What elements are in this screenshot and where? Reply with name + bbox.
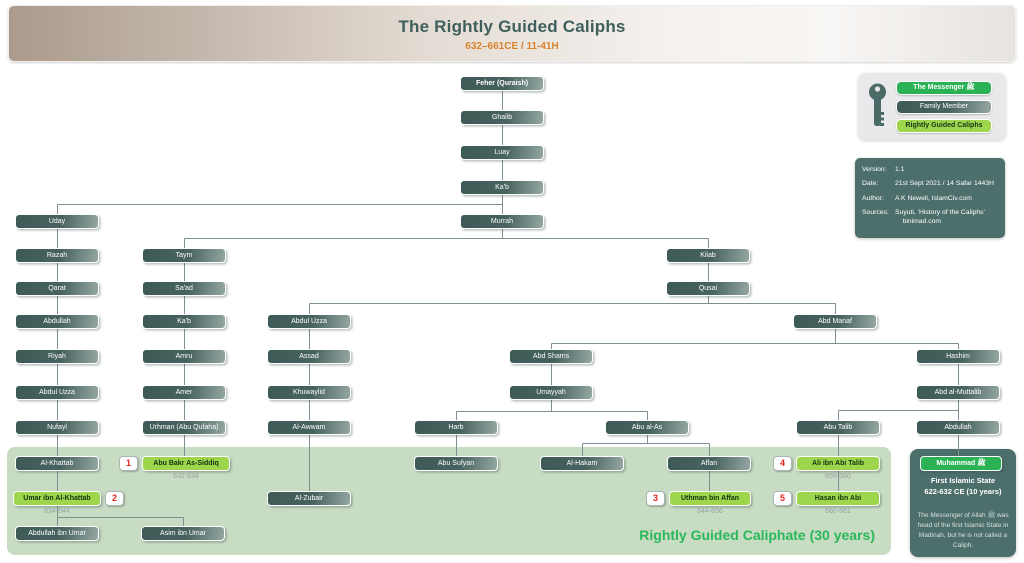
- tree-node-abdalmuttalib: Abd al-Muttalib: [916, 385, 1000, 400]
- info-label: Version:: [862, 166, 887, 173]
- page-subtitle: 632–661CE / 11-41H: [465, 41, 559, 52]
- tree-node-kilab: Kilab: [666, 248, 750, 263]
- tree-node-abusufyan: Abu Sufyan: [414, 456, 498, 471]
- tree-node-kab1: Ka'b: [460, 180, 544, 195]
- tree-node-khuwaylid: Khuwaylid: [267, 385, 351, 400]
- info-value: A K Newell, IslamCiv.com: [895, 194, 972, 202]
- caliphate-date-range: 656-660: [825, 473, 851, 480]
- tree-node-alhakam: Al-Hakam: [540, 456, 624, 471]
- tree-node-abduluzza2: Abdul Uzza: [267, 314, 351, 329]
- tree-node-abdullah1: Abdullah: [15, 314, 99, 329]
- caliphate-duration-label: Rightly Guided Caliphate (30 years): [639, 527, 875, 543]
- caliph-order-badge-5: 5: [773, 491, 792, 506]
- tree-node-amer: Amer: [142, 385, 226, 400]
- caliph-order-badge-3: 3: [646, 491, 665, 506]
- legend: The Messenger ﷺ Family Member Rightly Gu…: [858, 73, 1006, 140]
- legend-pills: The Messenger ﷺ Family Member Rightly Gu…: [896, 76, 992, 138]
- tree-node-luay: Luay: [460, 145, 544, 160]
- caliph-order-badge-4: 4: [773, 456, 792, 471]
- info-row-author: Author: A K Newell, IslamCiv.com: [862, 195, 998, 204]
- tree-node-hashim: Hashim: [916, 349, 1000, 364]
- info-value: Suyuti, 'History of the Caliphs' binimad…: [895, 208, 985, 225]
- legend-item-caliphs: Rightly Guided Caliphs: [896, 118, 992, 133]
- info-row-date: Date: 21st Sept 2021 / 14 Safar 1443H: [862, 180, 998, 189]
- tree-node-abdullahibnumar: Abdullah ibn Umar: [15, 526, 99, 541]
- tree-node-saad: Sa'ad: [142, 281, 226, 296]
- info-box: Version: 1.1 Date: 21st Sept 2021 / 14 S…: [855, 158, 1005, 238]
- info-label: Date:: [862, 180, 879, 188]
- tree-node-feher: Feher (Quraish): [460, 76, 544, 91]
- key-icon: [869, 83, 886, 126]
- caliphate-date-range: 660-661: [825, 508, 851, 515]
- tree-node-uday: Uday: [15, 214, 99, 229]
- tree-node-uthman: Uthman bin Affan: [669, 491, 751, 506]
- info-value: 21st Sept 2021 / 14 Safar 1443H: [895, 180, 995, 188]
- tree-node-abduluzza1: Abdul Uzza: [15, 385, 99, 400]
- tree-node-alawwam: Al-Awwam: [267, 420, 351, 435]
- tree-node-murrah: Murrah: [460, 214, 544, 229]
- info-row-sources: Sources: Suyuti, 'History of the Caliphs…: [862, 209, 998, 227]
- caliphate-date-range: 644-656: [697, 508, 723, 515]
- legend-item-family-member: Family Member: [896, 99, 992, 114]
- tree-node-affan: Affan: [667, 456, 751, 471]
- tree-node-abubakr: Abu Bakr As-Siddiq: [142, 456, 230, 471]
- header: The Rightly Guided Caliphs 632–661CE / 1…: [8, 5, 1016, 62]
- info-label: Sources:: [862, 208, 889, 216]
- info-label: Author:: [862, 194, 884, 202]
- tree-node-qarat: Qarat: [15, 281, 99, 296]
- tree-node-alkhattab: Al-Khattab: [15, 456, 99, 471]
- tree-node-abdshams: Abd Shams: [509, 349, 593, 364]
- first-islamic-state-title: First Islamic State: [930, 476, 996, 485]
- tree-node-qusai: Qusai: [666, 281, 750, 296]
- tree-node-abdmanaf: Abd Manaf: [793, 314, 877, 329]
- tree-node-alzubair: Al-Zubair: [267, 491, 351, 506]
- tree-node-razah: Razah: [15, 248, 99, 263]
- tree-node-abutalib: Abu Talib: [796, 420, 880, 435]
- tree-node-hasan: Hasan ibn Abi: [796, 491, 880, 506]
- tree-node-ghalib: Ghalib: [460, 110, 544, 125]
- first-islamic-state-dates: 622-632 CE (10 years): [924, 487, 1002, 497]
- tree-node-abdullah2: Abdullah: [916, 420, 1000, 435]
- tree-node-asimibnumar: Asim ibn Umar: [141, 526, 225, 541]
- tree-node-nufayl: Nufayl: [15, 420, 99, 435]
- tree-node-umayyah: Umayyah: [509, 385, 593, 400]
- tree-node-amru: Amru: [142, 349, 226, 364]
- caliph-order-badge-1: 1: [119, 456, 138, 471]
- tree-node-kab2: Ka'b: [142, 314, 226, 329]
- tree-node-abualas: Abu al-As: [605, 420, 689, 435]
- caliphate-date-range: 632-634: [173, 473, 199, 480]
- legend-item-messenger: The Messenger ﷺ: [896, 80, 992, 95]
- tree-node-urhman: Urhman (Abu Qufaha): [142, 420, 226, 435]
- tree-node-taym: Taym: [142, 248, 226, 263]
- tree-node-umar: Umar ibn Al-Khattab: [13, 491, 101, 506]
- caliphate-date-range: 634-644: [44, 508, 70, 515]
- tree-node-muhammad: Muhammad ﷺ: [920, 456, 1002, 471]
- tree-node-harb: Harb: [414, 420, 498, 435]
- page-title: The Rightly Guided Caliphs: [398, 17, 626, 36]
- tree-node-assad: Assad: [267, 349, 351, 364]
- info-row-version: Version: 1.1: [862, 166, 998, 175]
- caliph-order-badge-2: 2: [105, 491, 124, 506]
- first-islamic-state-note: The Messenger of Allah ﷺ was head of the…: [917, 511, 1009, 549]
- info-value: 1.1: [895, 166, 905, 173]
- tree-node-riyah: Riyah: [15, 349, 99, 364]
- tree-node-ali: Ali ibn Abi Talib: [796, 456, 880, 471]
